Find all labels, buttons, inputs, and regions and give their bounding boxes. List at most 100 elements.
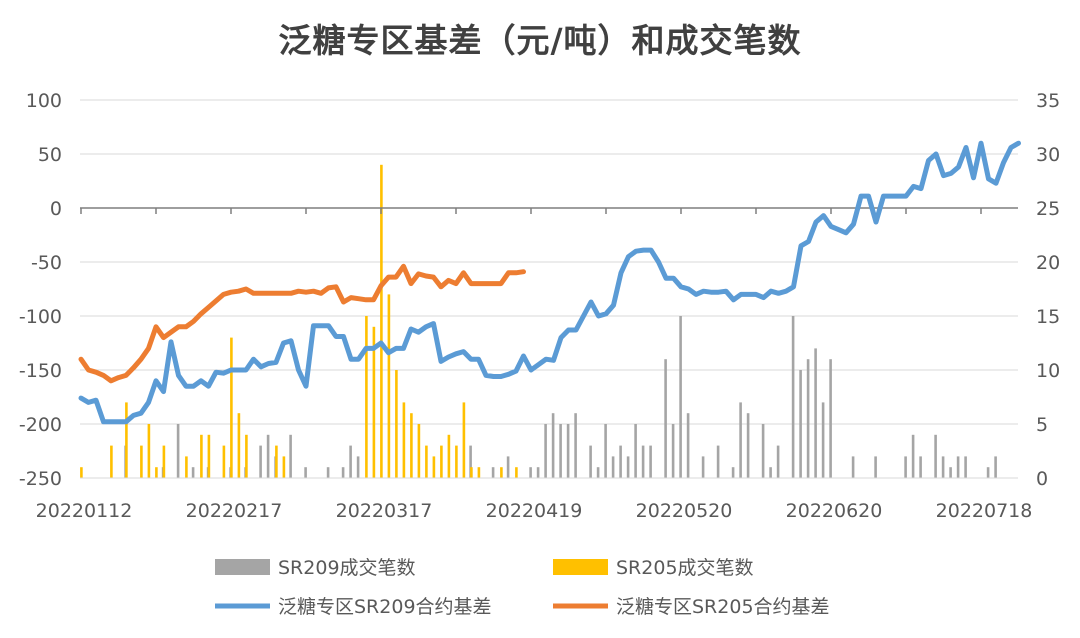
bar-SR209成交笔数 (536, 467, 540, 478)
bar-SR209成交笔数 (679, 316, 682, 478)
bar-SR209成交笔数 (491, 467, 495, 478)
legend-label: 泛糖专区SR205合约基差 (616, 596, 830, 618)
y-right-tick-label: 20 (1036, 252, 1060, 274)
bar-SR205成交笔数 (425, 445, 428, 478)
y-left-tick-label: -50 (31, 252, 62, 274)
bar-SR205成交笔数 (207, 434, 211, 478)
bar-SR205成交笔数 (462, 402, 466, 478)
bar-SR205成交笔数 (245, 434, 248, 478)
bar-SR205成交笔数 (125, 402, 128, 478)
bar-SR205成交笔数 (200, 434, 203, 478)
y-left-tick-label: -200 (19, 414, 62, 436)
bar-SR209成交笔数 (799, 370, 802, 478)
bar-SR205成交笔数 (140, 445, 143, 478)
bar-SR209成交笔数 (776, 445, 780, 478)
bar-SR209成交笔数 (589, 445, 592, 478)
bar-SR205成交笔数 (387, 294, 391, 478)
bar-SR209成交笔数 (739, 402, 742, 478)
bar-SR209成交笔数 (769, 467, 772, 478)
y-right-tick-label: 30 (1036, 144, 1060, 166)
bar-SR209成交笔数 (806, 359, 810, 478)
bar-SR209成交笔数 (911, 434, 915, 478)
bar-SR205成交笔数 (230, 337, 233, 478)
bar-SR209成交笔数 (851, 456, 855, 478)
bar-SR205成交笔数 (275, 445, 278, 478)
bar-SR209成交笔数 (469, 445, 472, 478)
bar-SR205成交笔数 (372, 326, 376, 478)
bar-SR209成交笔数 (506, 456, 510, 478)
y-left-tick-label: -100 (19, 306, 62, 328)
bar-SR205成交笔数 (515, 467, 518, 478)
bar-SR209成交笔数 (544, 424, 547, 478)
line-泛糖专区SR209合约基差 (78, 140, 1021, 425)
x-tick-label: 20220718 (936, 500, 1033, 522)
bar-SR209成交笔数 (259, 445, 262, 478)
y-right-tick-label: 15 (1036, 306, 1060, 328)
bar-SR209成交笔数 (611, 456, 615, 478)
bar-SR209成交笔数 (761, 424, 765, 478)
bar-SR209成交笔数 (326, 467, 330, 478)
bar-SR209成交笔数 (634, 424, 637, 478)
bar-SR209成交笔数 (349, 445, 352, 478)
bar-SR205成交笔数 (477, 467, 481, 478)
bar-SR209成交笔数 (551, 413, 555, 478)
bar-SR209成交笔数 (919, 456, 922, 478)
bar-SR209成交笔数 (304, 467, 307, 478)
y-left-tick-label: -150 (19, 360, 62, 382)
legend-label: SR205成交笔数 (616, 557, 754, 579)
bar-SR205成交笔数 (185, 456, 188, 478)
bar-SR209成交笔数 (356, 456, 360, 478)
bar-SR209成交笔数 (994, 456, 997, 478)
y-right-tick-label: 0 (1036, 468, 1048, 490)
bar-SR205成交笔数 (155, 467, 158, 478)
x-tick-label: 20220419 (486, 500, 583, 522)
y-right-tick-label: 10 (1036, 360, 1060, 382)
bar-SR205成交笔数 (222, 445, 226, 478)
bar-SR205成交笔数 (470, 467, 473, 478)
bar-SR205成交笔数 (110, 445, 113, 478)
bar-SR209成交笔数 (941, 456, 945, 478)
legend-label: SR209成交笔数 (278, 557, 416, 579)
x-tick-label: 20220620 (786, 500, 883, 522)
bar-SR205成交笔数 (380, 164, 383, 479)
x-tick-label: 20220520 (636, 500, 733, 522)
chart-title: 泛糖专区基差（元/吨）和成交笔数 (278, 21, 802, 60)
y-right-tick-label: 25 (1036, 198, 1060, 220)
bar-SR209成交笔数 (559, 424, 562, 478)
legend-swatch (553, 559, 608, 575)
y-right-tick-label: 5 (1036, 414, 1048, 436)
bar-SR209成交笔数 (949, 467, 952, 478)
legend-label: 泛糖专区SR209合约基差 (278, 596, 492, 618)
bar-SR209成交笔数 (664, 359, 667, 478)
bar-SR209成交笔数 (904, 456, 907, 478)
bar-SR209成交笔数 (874, 456, 877, 478)
bar-SR209成交笔数 (829, 359, 832, 478)
bar-SR205成交笔数 (365, 316, 368, 478)
bar-SR209成交笔数 (814, 348, 817, 478)
bar-SR209成交笔数 (266, 434, 270, 478)
x-tick-label: 20220112 (36, 500, 133, 522)
bar-SR205成交笔数 (402, 402, 406, 478)
bar-SR209成交笔数 (596, 467, 600, 478)
bar-SR209成交笔数 (529, 467, 532, 478)
bar-SR205成交笔数 (237, 413, 241, 478)
bar-SR209成交笔数 (986, 467, 990, 478)
bar-SR209成交笔数 (176, 424, 180, 478)
bar-SR205成交笔数 (500, 467, 503, 478)
bar-SR205成交笔数 (417, 424, 421, 478)
bar-SR209成交笔数 (731, 467, 735, 478)
y-right-tick-label: 35 (1036, 90, 1060, 112)
bar-SR209成交笔数 (341, 467, 345, 478)
bar-SR209成交笔数 (746, 413, 750, 478)
bar-SR209成交笔数 (671, 424, 675, 478)
bar-SR205成交笔数 (410, 413, 413, 478)
bar-SR205成交笔数 (440, 445, 443, 478)
line-泛糖专区SR205合约基差 (78, 263, 526, 384)
bar-SR205成交笔数 (162, 445, 166, 478)
bar-SR209成交笔数 (566, 424, 570, 478)
bar-SR209成交笔数 (956, 456, 960, 478)
bar-SR205成交笔数 (447, 434, 451, 478)
x-tick-label: 20220317 (336, 500, 433, 522)
bar-SR209成交笔数 (701, 456, 705, 478)
